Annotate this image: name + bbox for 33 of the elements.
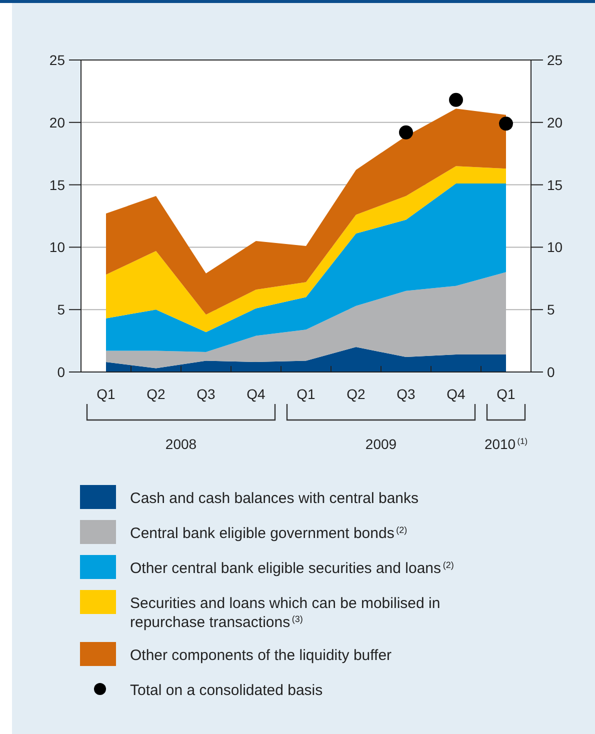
point xyxy=(449,92,463,107)
x-tick-label: Q4 xyxy=(446,386,466,402)
legend-label: Central bank eligible government bonds$^{(2)}$ xyxy=(130,525,408,542)
y2-tick-label: 20 xyxy=(547,114,563,130)
x-tick-label: Q1 xyxy=(96,386,116,402)
text: 2009 xyxy=(365,436,397,452)
y2-tick-label: 15 xyxy=(547,176,563,193)
y-tick-label: 5 xyxy=(57,302,66,318)
y2-tick-label: 25 xyxy=(547,52,563,68)
x-tick-label: Q3 xyxy=(396,386,416,402)
legend-label: Other components of the liquidity buffer xyxy=(130,647,392,664)
x-tick-label: Q2 xyxy=(146,386,166,402)
legend-label: Cash and cash balances with central banks xyxy=(130,490,419,507)
legend-label: Securities and loans which can be mobilised in repurchase transactions$^{(3)}$ xyxy=(130,595,440,631)
y-tick-label: 20 xyxy=(49,114,66,130)
x-tick-label: Q1 xyxy=(296,386,316,402)
y-tick-label: 10 xyxy=(49,239,66,256)
x-tick-label: Q4 xyxy=(246,386,266,402)
y2-tick-label: 0 xyxy=(547,364,555,380)
point xyxy=(499,116,513,131)
y2-tick-label: 5 xyxy=(547,302,555,318)
point xyxy=(399,125,413,140)
x-tick-label: Q2 xyxy=(346,386,366,402)
legend-label: Other central bank eligible securities and loans$^{(2)}$ xyxy=(130,560,454,577)
y-tick-label: 25 xyxy=(49,52,66,68)
y2-tick-label: 10 xyxy=(547,239,563,256)
y-tick-label: 15 xyxy=(49,176,66,193)
y-tick-label: 0 xyxy=(57,364,66,380)
x-tick-label: Q1 xyxy=(496,386,516,402)
text: 2008 xyxy=(165,436,197,452)
text: 2010$^{(1)}$ xyxy=(484,436,528,452)
x-tick-label: Q3 xyxy=(196,386,216,402)
legend-label: Total on a consolidated basis xyxy=(130,682,323,699)
